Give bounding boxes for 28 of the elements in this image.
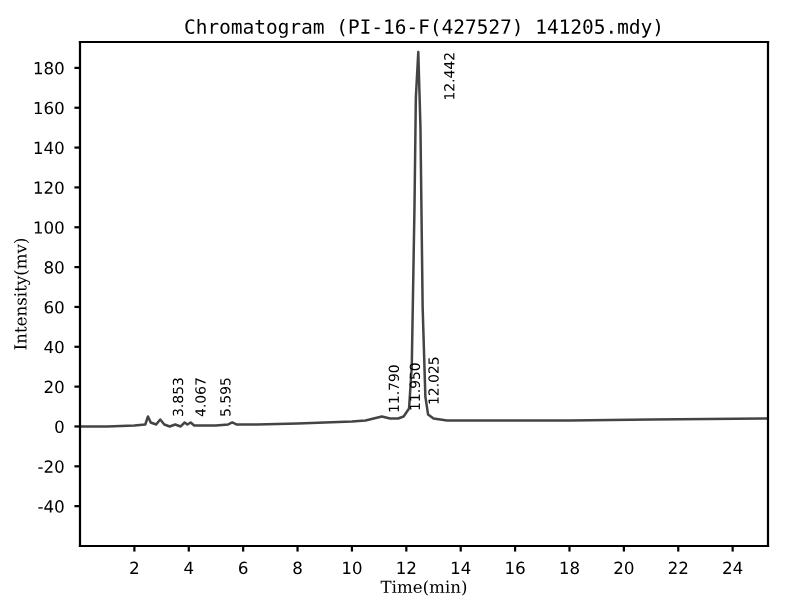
y-tick-label: 60 bbox=[44, 300, 64, 314]
x-tick-label: 10 bbox=[343, 561, 362, 575]
x-tick-label: 4 bbox=[184, 561, 194, 574]
y-tick-label: 20 bbox=[44, 380, 64, 394]
x-tick-label: 2 bbox=[130, 561, 139, 574]
x-tick-label: 24 bbox=[723, 561, 743, 574]
x-tick-label: 8 bbox=[293, 561, 302, 575]
y-tick-label: 140 bbox=[34, 141, 64, 155]
y-tick-label: -20 bbox=[38, 460, 64, 473]
x-tick-label: 20 bbox=[614, 561, 634, 575]
y-tick-label: 160 bbox=[34, 101, 64, 115]
chart-title: Chromatogram (PI-16-F(427527) 141205.mdy) bbox=[185, 18, 660, 38]
line-series bbox=[80, 50, 768, 428]
y-tick-label: 80 bbox=[44, 261, 64, 274]
x-tick-label: 6 bbox=[239, 561, 248, 575]
y-tick-label: 120 bbox=[34, 181, 64, 194]
y-tick-label: 40 bbox=[44, 340, 64, 354]
y-tick-label: -40 bbox=[38, 500, 64, 513]
y-tick-label: 100 bbox=[34, 221, 64, 234]
y-tick-label: 180 bbox=[34, 61, 64, 75]
x-tick-label: 22 bbox=[668, 561, 688, 574]
x-tick-label: 18 bbox=[560, 561, 579, 575]
y-tick-label: 0 bbox=[55, 420, 64, 434]
y-axis-title: Intensity(mv) bbox=[13, 238, 31, 350]
x-tick-label: 12 bbox=[397, 561, 416, 574]
x-tick-label: 14 bbox=[451, 561, 471, 574]
x-tick-label: 16 bbox=[506, 561, 525, 575]
x-axis-title: Time(min) bbox=[380, 580, 467, 596]
